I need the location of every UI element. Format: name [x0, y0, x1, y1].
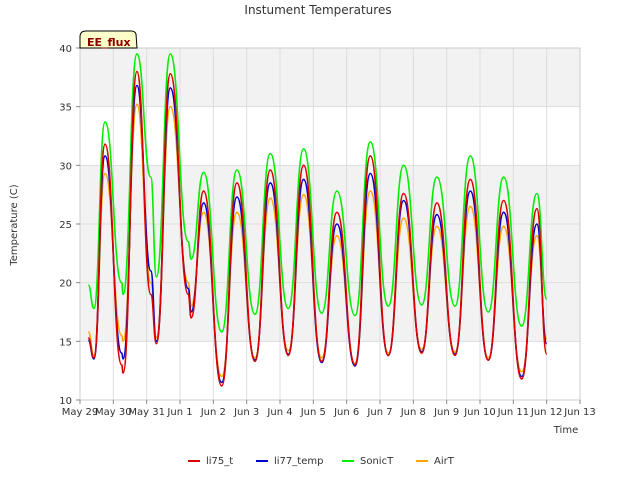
- x-tick-label: Jun 2: [200, 407, 226, 418]
- legend: li75_t li77_temp SonicT AirT: [188, 456, 455, 467]
- x-tick-label: Jun 5: [300, 407, 326, 418]
- y-tick-label: 15: [59, 337, 72, 348]
- x-tick-label: Jun 8: [400, 407, 426, 418]
- y-tick-label: 30: [59, 161, 72, 172]
- y-axis-ticks: 10 15 20 25 30 35 40: [59, 44, 80, 407]
- y-tick-label: 35: [59, 103, 72, 114]
- legend-label-sonict: SonicT: [360, 456, 394, 467]
- plot-band: [80, 341, 580, 400]
- y-axis-label: Temperature (C): [9, 184, 20, 266]
- badge-label: EE_flux: [87, 36, 131, 49]
- x-tick-label: Jun 11: [497, 407, 530, 418]
- y-tick-label: 40: [59, 44, 72, 55]
- ee-flux-badge: EE_flux: [79, 30, 138, 49]
- x-tick-label: Jun 4: [266, 407, 292, 418]
- x-tick-label: Jun 12: [530, 407, 563, 418]
- y-tick-label: 10: [59, 396, 72, 407]
- y-tick-label: 25: [59, 220, 72, 231]
- x-tick-label: Jun 9: [433, 407, 459, 418]
- x-tick-label: Jun 3: [233, 407, 259, 418]
- x-tick-label: Jun 13: [563, 407, 596, 418]
- badge-box: [79, 30, 138, 49]
- legend-label-li77-temp: li77_temp: [274, 456, 323, 467]
- series-line-li75-t: [87, 70, 548, 387]
- x-tick-label: May 29: [62, 407, 99, 418]
- legend-label-airt: AirT: [434, 456, 455, 467]
- x-tick-label: Jun 7: [366, 407, 392, 418]
- chart-title: Instument Temperatures: [244, 3, 391, 17]
- x-tick-label: May 30: [95, 407, 132, 418]
- x-axis-label: Time: [553, 425, 578, 436]
- plot-band: [80, 48, 580, 107]
- x-tick-label: Jun 6: [333, 407, 359, 418]
- series-line-sonict: [87, 53, 548, 333]
- x-tick-label: May 31: [128, 407, 165, 418]
- x-tick-label: Jun 1: [166, 407, 192, 418]
- plot-bands: [80, 48, 580, 400]
- y-tick-label: 20: [59, 279, 72, 290]
- series-lines: [87, 53, 548, 387]
- legend-label-li75-t: li75_t: [206, 456, 233, 467]
- plot-band: [80, 106, 580, 166]
- x-tick-label: Jun 10: [463, 407, 496, 418]
